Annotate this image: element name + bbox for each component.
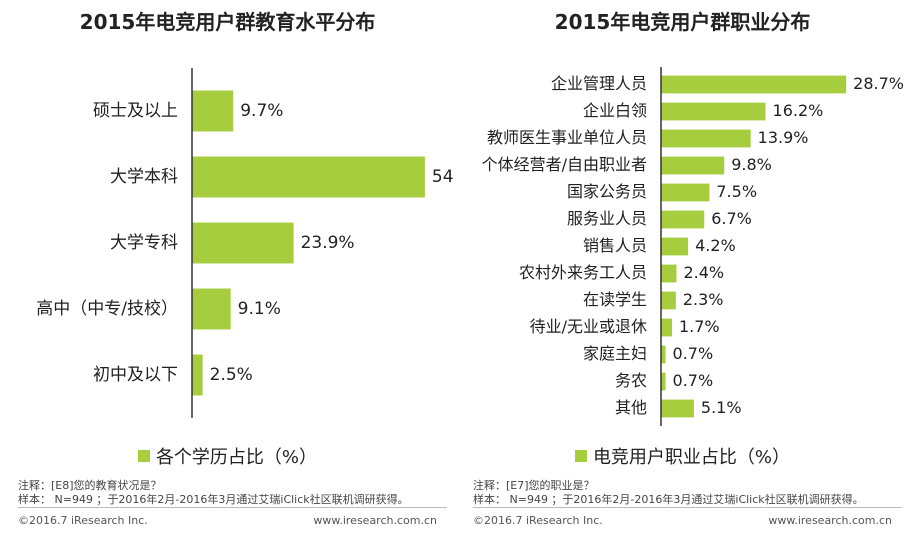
bar bbox=[661, 291, 676, 310]
category-label: 务农 bbox=[615, 371, 647, 390]
occupation-sample: 样本： N=949 ；于2016年2月-2016年3月通过艾瑞iClick社区联… bbox=[473, 493, 864, 506]
value-label: 0.7% bbox=[673, 371, 714, 390]
bar bbox=[661, 345, 666, 364]
value-label: 1.7% bbox=[679, 317, 720, 336]
legend-swatch-icon bbox=[574, 450, 587, 462]
bar bbox=[661, 75, 847, 94]
value-label: 6.7% bbox=[711, 209, 752, 228]
education-note: 注释：[E8]您的教育状况是？ bbox=[18, 479, 162, 492]
category-label: 待业/无业或退休 bbox=[530, 317, 647, 336]
bar bbox=[192, 156, 425, 198]
bar bbox=[661, 183, 710, 202]
category-label: 教师医生事业单位人员 bbox=[487, 128, 647, 147]
value-label: 2.3% bbox=[683, 290, 724, 309]
category-label: 大学专科 bbox=[110, 233, 178, 253]
value-label: 2.4% bbox=[683, 263, 724, 282]
bar bbox=[192, 354, 203, 396]
occupation-chart-panel: 2015年电竞用户群职业分布 企业管理人员 28.7% 企业白领 16.2% 教师医生事… bbox=[455, 0, 910, 539]
education-legend: 各个学历占比（%） bbox=[0, 443, 455, 469]
bar bbox=[192, 288, 231, 330]
value-label: 9.1% bbox=[238, 299, 281, 319]
value-label: 9.8% bbox=[731, 155, 772, 174]
occupation-note: 注释：[E7]您的职业是？ bbox=[473, 479, 595, 492]
category-label: 企业管理人员 bbox=[551, 74, 647, 93]
bar bbox=[192, 222, 294, 264]
category-label: 农村外来务工人员 bbox=[519, 263, 647, 282]
bar bbox=[661, 156, 725, 175]
left-website: www.iresearch.com.cn bbox=[313, 514, 437, 527]
value-label: 0.7% bbox=[673, 344, 714, 363]
value-label: 7.5% bbox=[716, 182, 757, 201]
left-copyright: ©2016.7 iResearch Inc. bbox=[18, 514, 148, 527]
bar bbox=[661, 318, 672, 337]
category-label: 高中（中专/技校） bbox=[36, 299, 178, 319]
bar bbox=[661, 264, 677, 283]
category-label: 家庭主妇 bbox=[583, 344, 647, 363]
category-label: 其他 bbox=[615, 398, 647, 417]
value-label: 9.7% bbox=[240, 101, 283, 121]
bar bbox=[661, 237, 689, 256]
category-label: 大学本科 bbox=[110, 167, 178, 187]
education-bar-chart: 硕士及以上 9.7% 大学本科 54.8% 大学专科 23.9% 高中（中专/技校） 9.1%… bbox=[36, 68, 455, 418]
bar bbox=[661, 129, 751, 148]
category-label: 硕士及以上 bbox=[93, 101, 178, 121]
right-website: www.iresearch.com.cn bbox=[768, 514, 892, 527]
education-chart-panel: 2015年电竞用户群教育水平分布 硕士及以上 9.7% 大学本科 54.8% 大学专科 2… bbox=[0, 10, 455, 527]
category-label: 初中及以下 bbox=[93, 365, 178, 385]
value-label: 28.7% bbox=[853, 74, 904, 93]
education-sample: 样本： N=949 ；于2016年2月-2016年3月通过艾瑞iClick社区联… bbox=[18, 493, 409, 506]
value-label: 4.2% bbox=[695, 236, 736, 255]
right-copyright: ©2016.7 iResearch Inc. bbox=[473, 514, 603, 527]
occupation-legend: 电竞用户职业占比（%） bbox=[455, 443, 910, 469]
category-label: 销售人员 bbox=[583, 236, 647, 255]
value-label: 13.9% bbox=[758, 128, 809, 147]
value-label: 5.1% bbox=[701, 398, 742, 417]
bar bbox=[661, 399, 694, 418]
category-label: 企业白领 bbox=[583, 101, 647, 120]
education-legend-label: 各个学历占比（%） bbox=[155, 447, 318, 468]
bar bbox=[661, 210, 705, 229]
occupation-bar-chart: 企业管理人员 28.7% 企业白领 16.2% 教师医生事业单位人员 13.9% 个体经营者… bbox=[482, 66, 904, 427]
value-label: 16.2% bbox=[773, 101, 824, 120]
value-label: 23.9% bbox=[301, 233, 355, 253]
right-footer-divider bbox=[473, 507, 902, 508]
legend-swatch-icon bbox=[137, 450, 150, 462]
category-label: 服务业人员 bbox=[567, 209, 647, 228]
occupation-legend-label: 电竞用户职业占比（%） bbox=[592, 447, 791, 468]
category-label: 个体经营者/自由职业者 bbox=[482, 155, 647, 174]
value-label: 54.8% bbox=[432, 167, 455, 187]
occupation-chart-title: 2015年电竞用户群职业分布 bbox=[554, 10, 811, 34]
value-label: 2.5% bbox=[210, 365, 253, 385]
education-chart-title: 2015年电竞用户群教育水平分布 bbox=[79, 10, 376, 34]
left-footer-divider bbox=[18, 507, 447, 508]
bar bbox=[661, 102, 766, 121]
bar bbox=[192, 90, 234, 132]
category-label: 国家公务员 bbox=[567, 182, 647, 201]
category-label: 在读学生 bbox=[583, 290, 647, 309]
bar bbox=[661, 372, 666, 391]
